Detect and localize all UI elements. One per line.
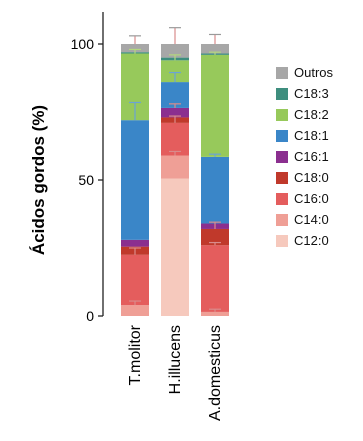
bar-segment-c16-0 <box>201 245 229 312</box>
legend-label: C16:1 <box>294 149 329 164</box>
legend-swatch <box>276 66 288 79</box>
legend-item: C18:1 <box>276 125 333 146</box>
legend-item: C18:3 <box>276 83 333 104</box>
y-tick-label: 100 <box>71 36 95 52</box>
bar-segment-c12-0 <box>161 178 189 316</box>
legend-swatch <box>276 150 288 163</box>
error-bars <box>129 27 221 312</box>
legend-swatch <box>276 234 288 247</box>
bar-segment-outros <box>201 44 229 54</box>
bar-segment-c14-0 <box>121 305 149 316</box>
legend: Outros C18:3 C18:2 C18:1 C16:1 C18:0 C16:0 C14:… <box>276 62 333 251</box>
legend-label: Outros <box>294 65 334 80</box>
legend-label: C18:1 <box>294 128 329 143</box>
x-tick-label: T.molitor <box>127 324 144 385</box>
bars <box>121 44 229 316</box>
legend-item: C12:0 <box>276 230 333 251</box>
bar-segment-c14-0 <box>201 311 229 316</box>
bar-segment-c18-0 <box>201 228 229 246</box>
bar-segment-c16-0 <box>121 254 149 306</box>
y-tick-label: 50 <box>78 172 94 188</box>
bar-segment-c16-1 <box>161 107 189 118</box>
bar-segment-c18-2 <box>161 60 189 83</box>
x-tick-label: H.illucens <box>167 325 184 394</box>
legend-label: C14:0 <box>294 212 329 227</box>
legend-label: C16:0 <box>294 191 329 206</box>
legend-label: C18:2 <box>294 107 329 122</box>
legend-item: Outros <box>276 62 333 83</box>
legend-item: C18:2 <box>276 104 333 125</box>
bar-segment-outros <box>121 44 149 53</box>
legend-swatch <box>276 108 288 121</box>
bar-segment-c18-2 <box>201 54 229 157</box>
legend-label: C18:0 <box>294 170 329 185</box>
legend-item: C16:0 <box>276 188 333 209</box>
legend-item: C16:1 <box>276 146 333 167</box>
legend-swatch <box>276 129 288 142</box>
legend-item: C18:0 <box>276 167 333 188</box>
legend-label: C18:3 <box>294 86 329 101</box>
bar-segment-c16-1 <box>121 239 149 247</box>
bar-segment-c18-1 <box>121 120 149 240</box>
legend-swatch <box>276 213 288 226</box>
x-axis-labels: T.molitor H.illucens A.domesticus <box>127 324 224 421</box>
legend-swatch <box>276 192 288 205</box>
legend-swatch <box>276 171 288 184</box>
bar-segment-c16-0 <box>161 122 189 156</box>
y-tick-label: 0 <box>86 308 94 324</box>
bar-segment-c18-1 <box>201 156 229 224</box>
legend-label: C12:0 <box>294 233 329 248</box>
bar-segment-outros <box>161 44 189 58</box>
y-axis-label: Ácidos gordos (%) <box>29 105 48 255</box>
legend-item: C14:0 <box>276 209 333 230</box>
legend-swatch <box>276 87 288 100</box>
x-tick-label: A.domesticus <box>207 325 224 421</box>
y-axis: 0 50 100 <box>71 12 104 324</box>
bar-segment-c14-0 <box>161 155 189 179</box>
